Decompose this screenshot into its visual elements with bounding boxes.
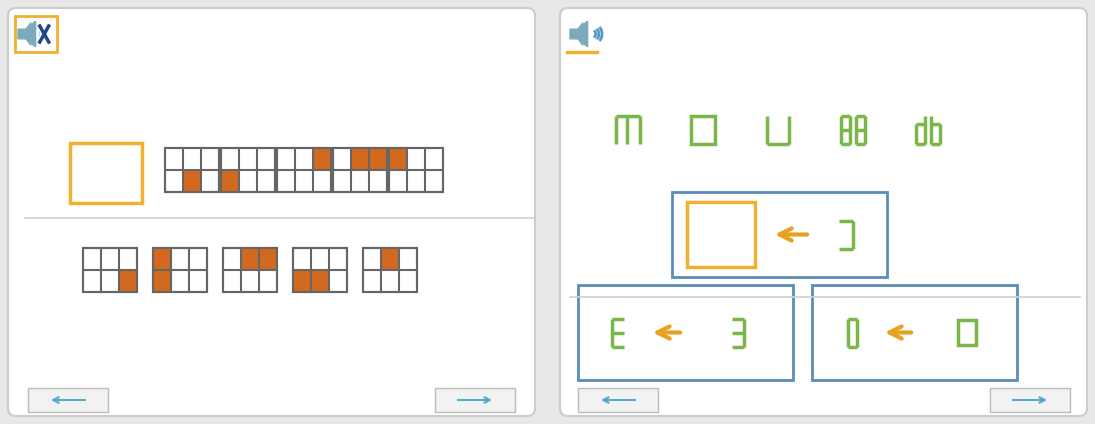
Bar: [389, 148, 407, 170]
Bar: [333, 148, 387, 192]
Bar: [311, 270, 328, 292]
Bar: [70, 143, 142, 203]
Bar: [364, 248, 417, 292]
Bar: [183, 170, 201, 192]
Bar: [83, 248, 137, 292]
Bar: [153, 248, 207, 292]
Bar: [277, 148, 331, 192]
Bar: [578, 285, 793, 380]
Bar: [691, 116, 715, 144]
Bar: [153, 248, 207, 292]
Bar: [293, 248, 347, 292]
Bar: [313, 148, 331, 170]
Bar: [381, 248, 399, 270]
FancyBboxPatch shape: [8, 8, 535, 416]
Bar: [277, 148, 331, 192]
Bar: [119, 270, 137, 292]
Polygon shape: [578, 21, 588, 47]
Bar: [369, 148, 387, 170]
Bar: [958, 320, 976, 345]
FancyBboxPatch shape: [560, 8, 1087, 416]
Bar: [223, 248, 277, 292]
Bar: [293, 248, 347, 292]
Bar: [221, 148, 275, 192]
Polygon shape: [18, 23, 31, 45]
Bar: [990, 388, 1070, 412]
Bar: [153, 248, 171, 270]
Bar: [672, 192, 887, 277]
Bar: [578, 388, 658, 412]
Bar: [435, 388, 515, 412]
Polygon shape: [570, 23, 583, 45]
Bar: [165, 148, 219, 192]
Bar: [389, 148, 443, 192]
Bar: [28, 388, 108, 412]
Bar: [223, 248, 277, 292]
Bar: [221, 170, 239, 192]
Bar: [15, 16, 57, 52]
Bar: [812, 285, 1017, 380]
Bar: [293, 270, 311, 292]
Bar: [83, 248, 137, 292]
Bar: [351, 148, 369, 170]
Bar: [165, 148, 219, 192]
Bar: [221, 148, 275, 192]
Polygon shape: [26, 21, 36, 47]
Bar: [687, 202, 754, 267]
Bar: [333, 148, 387, 192]
Bar: [241, 248, 260, 270]
Bar: [389, 148, 443, 192]
Bar: [260, 248, 277, 270]
Bar: [153, 270, 171, 292]
Bar: [364, 248, 417, 292]
